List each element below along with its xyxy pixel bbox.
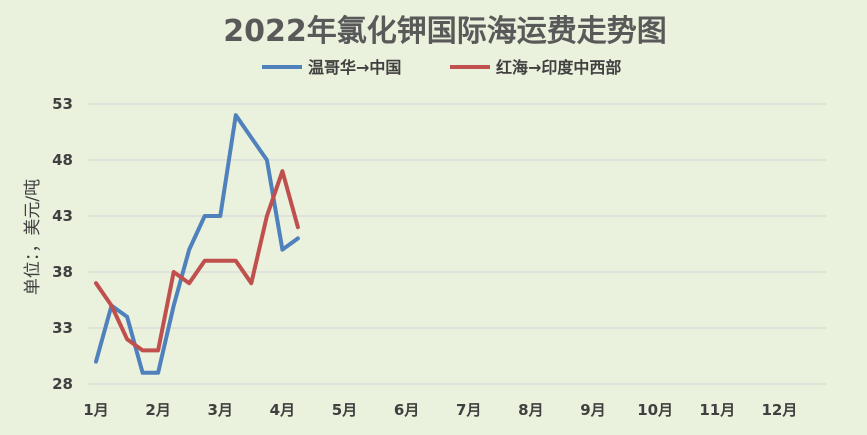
chart-title: 2022年氯化钾国际海运费走势图 <box>223 14 667 49</box>
x-tick-label: 11月 <box>699 401 735 419</box>
x-tick-label: 3月 <box>208 401 233 419</box>
legend-item-series-1[interactable]: 温哥华→中国 <box>262 58 401 77</box>
series-layer <box>94 113 300 375</box>
y-tick-label: 43 <box>52 207 73 225</box>
x-tick-label: 4月 <box>270 401 295 419</box>
y-axis-label: 单位：，美元/吨 <box>23 179 43 295</box>
x-tick-label: 10月 <box>637 401 673 419</box>
series-line-2 <box>94 169 300 353</box>
x-axis-ticks: 1月 2月 3月 4月 5月 6月 7月 8月 9月 10月 11月 12月 <box>83 401 797 419</box>
legend-label-series-2: 红海→印度中西部 <box>496 58 621 77</box>
y-tick-label: 53 <box>52 95 73 113</box>
x-tick-label: 1月 <box>83 401 108 419</box>
y-tick-label: 38 <box>52 263 73 281</box>
x-tick-label: 12月 <box>761 401 797 419</box>
x-tick-label: 5月 <box>332 401 357 419</box>
legend-item-series-2[interactable]: 红海→印度中西部 <box>450 58 621 77</box>
y-axis-ticks: 28 33 38 43 48 53 <box>52 95 73 393</box>
legend: 温哥华→中国 红海→印度中西部 <box>262 58 621 77</box>
y-tick-label: 48 <box>52 151 73 169</box>
x-tick-label: 7月 <box>456 401 481 419</box>
y-tick-label: 33 <box>52 319 73 337</box>
gridlines <box>88 103 826 385</box>
x-tick-label: 2月 <box>145 401 170 419</box>
legend-label-series-1: 温哥华→中国 <box>307 58 401 77</box>
x-tick-label: 8月 <box>518 401 543 419</box>
series-line-1 <box>94 113 300 375</box>
x-tick-label: 9月 <box>580 401 605 419</box>
x-tick-label: 6月 <box>394 401 419 419</box>
y-tick-label: 28 <box>52 375 73 393</box>
